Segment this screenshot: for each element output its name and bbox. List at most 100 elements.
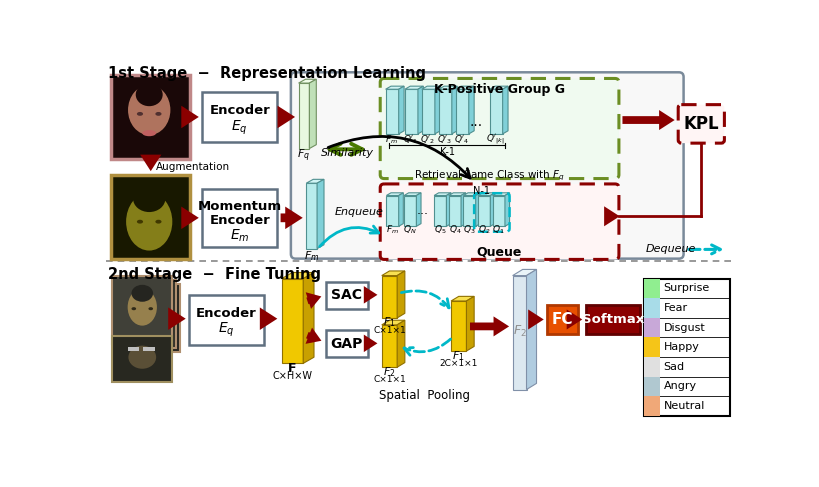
Polygon shape bbox=[475, 193, 480, 226]
Polygon shape bbox=[128, 347, 139, 351]
Text: Encoder: Encoder bbox=[209, 214, 269, 226]
Polygon shape bbox=[434, 86, 440, 134]
Polygon shape bbox=[492, 195, 505, 226]
Polygon shape bbox=[451, 86, 457, 134]
Polygon shape bbox=[450, 301, 466, 351]
Text: $F_2$: $F_2$ bbox=[512, 324, 526, 339]
Text: $Q'_1$: $Q'_1$ bbox=[403, 134, 419, 146]
Bar bbox=[643, 298, 659, 318]
Polygon shape bbox=[448, 195, 460, 226]
Ellipse shape bbox=[137, 220, 143, 224]
Text: $Q_4$: $Q_4$ bbox=[448, 224, 461, 236]
Text: C×1×1: C×1×1 bbox=[373, 375, 405, 384]
Bar bbox=[643, 357, 659, 376]
Polygon shape bbox=[512, 269, 536, 276]
Text: Augmentation: Augmentation bbox=[156, 162, 230, 172]
Text: $E_q$: $E_q$ bbox=[218, 321, 234, 339]
Bar bbox=[643, 337, 659, 357]
Text: Softmax: Softmax bbox=[581, 313, 643, 326]
Text: $E_q$: $E_q$ bbox=[231, 119, 247, 137]
Polygon shape bbox=[438, 86, 457, 89]
Polygon shape bbox=[489, 89, 502, 134]
Polygon shape bbox=[382, 276, 396, 318]
Polygon shape bbox=[386, 195, 398, 226]
Text: $E_m$: $E_m$ bbox=[229, 227, 249, 244]
Text: $F_q$: $F_q$ bbox=[297, 148, 310, 165]
Bar bbox=[325, 330, 368, 357]
Ellipse shape bbox=[136, 83, 162, 106]
Polygon shape bbox=[143, 347, 155, 351]
Text: $Q_2$: $Q_2$ bbox=[477, 224, 490, 236]
Text: C×1×1: C×1×1 bbox=[373, 326, 405, 335]
Polygon shape bbox=[306, 179, 324, 183]
Polygon shape bbox=[396, 320, 405, 367]
Text: Enqueue: Enqueue bbox=[334, 207, 382, 217]
Polygon shape bbox=[421, 86, 440, 89]
Polygon shape bbox=[526, 269, 536, 390]
Text: Retrieval Same Class with $F_q$: Retrieval Same Class with $F_q$ bbox=[414, 169, 564, 184]
Text: Dequeue: Dequeue bbox=[645, 244, 695, 254]
Text: 2nd Stage  −  Fine Tuning: 2nd Stage − Fine Tuning bbox=[108, 267, 321, 282]
Text: $Q'_3$: $Q'_3$ bbox=[437, 134, 452, 146]
Polygon shape bbox=[398, 193, 403, 226]
Polygon shape bbox=[466, 297, 473, 351]
Text: $F_2$: $F_2$ bbox=[382, 365, 396, 379]
Text: FC: FC bbox=[551, 312, 572, 327]
Bar bbox=[643, 376, 659, 396]
Text: $F_m$: $F_m$ bbox=[386, 224, 399, 236]
Text: F: F bbox=[287, 362, 296, 375]
Polygon shape bbox=[386, 193, 403, 195]
Polygon shape bbox=[446, 193, 450, 226]
Text: ...: ... bbox=[416, 205, 428, 217]
Ellipse shape bbox=[133, 185, 165, 212]
Polygon shape bbox=[455, 89, 468, 134]
Text: $Q_5$: $Q_5$ bbox=[433, 224, 446, 236]
Text: $F_m$: $F_m$ bbox=[304, 249, 319, 263]
Polygon shape bbox=[382, 271, 405, 276]
Polygon shape bbox=[438, 89, 451, 134]
Bar bbox=[202, 189, 277, 247]
Text: Surprise: Surprise bbox=[663, 283, 709, 294]
Polygon shape bbox=[468, 86, 473, 134]
Text: $F_1$: $F_1$ bbox=[452, 349, 464, 362]
Bar bbox=[111, 175, 190, 259]
Polygon shape bbox=[492, 193, 509, 195]
Bar bbox=[643, 396, 659, 416]
Ellipse shape bbox=[128, 85, 170, 135]
Ellipse shape bbox=[155, 112, 161, 116]
Polygon shape bbox=[418, 86, 423, 134]
Polygon shape bbox=[505, 193, 509, 226]
Ellipse shape bbox=[126, 193, 172, 250]
Ellipse shape bbox=[128, 289, 156, 326]
Polygon shape bbox=[303, 273, 314, 363]
Text: GAP: GAP bbox=[330, 337, 363, 351]
Text: $F_m$: $F_m$ bbox=[385, 134, 398, 146]
Text: Neutral: Neutral bbox=[663, 401, 704, 411]
Ellipse shape bbox=[129, 346, 156, 369]
Bar bbox=[111, 75, 190, 159]
Bar bbox=[643, 279, 659, 298]
Text: Momentum: Momentum bbox=[197, 200, 282, 213]
Text: 1st Stage  −  Representation Learning: 1st Stage − Representation Learning bbox=[108, 66, 426, 81]
Polygon shape bbox=[421, 89, 434, 134]
Bar bbox=[120, 284, 180, 352]
Text: ...: ... bbox=[468, 114, 482, 129]
Polygon shape bbox=[385, 86, 404, 89]
Bar bbox=[111, 175, 190, 259]
Text: 2C×1×1: 2C×1×1 bbox=[439, 359, 477, 368]
Ellipse shape bbox=[137, 112, 143, 116]
Polygon shape bbox=[433, 195, 446, 226]
Text: $Q_N$: $Q_N$ bbox=[403, 224, 417, 236]
Polygon shape bbox=[405, 86, 423, 89]
Polygon shape bbox=[490, 193, 495, 226]
Polygon shape bbox=[281, 279, 303, 363]
FancyBboxPatch shape bbox=[291, 72, 683, 259]
Bar bbox=[546, 305, 577, 334]
Text: Fear: Fear bbox=[663, 303, 687, 313]
Polygon shape bbox=[298, 79, 316, 83]
Ellipse shape bbox=[131, 307, 136, 310]
Text: C×H×W: C×H×W bbox=[272, 372, 312, 381]
Bar bbox=[585, 305, 639, 334]
Text: Queue: Queue bbox=[477, 245, 522, 258]
Text: Angry: Angry bbox=[663, 381, 696, 392]
